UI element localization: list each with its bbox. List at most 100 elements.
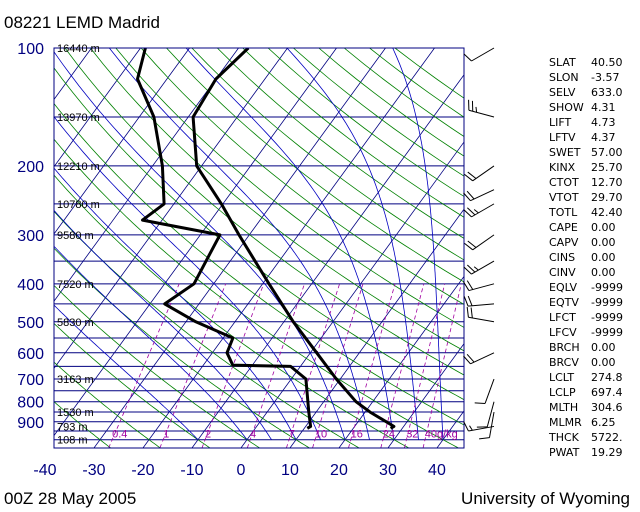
mixing-ratio-label: 2 [205, 429, 211, 441]
height-label: 3163 m [57, 374, 94, 386]
index-row: SELV 633.0 [549, 85, 639, 100]
temperature-tick-label: 40 [428, 462, 446, 479]
dry-adiabat-line [242, 48, 464, 218]
dry-adiabat-line [54, 401, 111, 448]
dry-adiabat-line [54, 247, 310, 448]
index-value: 274.8 [591, 371, 623, 384]
index-value: 57.00 [591, 146, 623, 159]
index-key: PWAT [549, 446, 580, 459]
index-value: 12.70 [591, 176, 623, 189]
wind-barb [474, 378, 495, 404]
chart-title: 08221 LEMD Madrid [4, 13, 160, 32]
temperature-tick-label: -10 [180, 462, 203, 479]
wind-barb [463, 352, 495, 365]
isotherm-line [54, 48, 190, 235]
isotherm-line [142, 48, 435, 448]
wind-barb-staff [468, 109, 495, 118]
dry-adiabat-line [54, 284, 260, 448]
wind-barb-flag [463, 209, 472, 218]
mixing-ratio-label: 1 [163, 429, 169, 441]
index-value: 25.70 [591, 161, 623, 174]
isotherm-line [387, 342, 464, 448]
mixing-ratio-label: 32 [406, 429, 418, 441]
moist-adiabat-line [54, 245, 248, 440]
dry-adiabat-line [54, 138, 459, 448]
wind-barb-staff [470, 189, 495, 202]
sounding-profiles [136, 48, 396, 430]
wind-barb [468, 99, 495, 118]
mixing-ratio-label: 7 [289, 429, 295, 441]
isotherm-line [54, 48, 239, 302]
wind-barb-flag [463, 53, 472, 62]
index-row: BRCV 0.00 [549, 355, 639, 370]
index-key: VTOT [549, 191, 579, 204]
index-value: 0.00 [591, 236, 616, 249]
mixing-ratio-line [312, 283, 364, 448]
wind-barb-staff [470, 352, 495, 365]
wind-barb [464, 165, 495, 182]
dry-adiabat-line [90, 48, 464, 352]
wind-barb [463, 295, 495, 307]
wind-barb-flag [462, 281, 470, 291]
moist-adiabat-line [54, 51, 346, 440]
temperature-tick-label: -20 [131, 462, 154, 479]
index-key: CINS [549, 251, 576, 264]
index-row: LIFT 4.73 [549, 115, 639, 130]
mixing-ratio-label: 10 [315, 429, 327, 441]
wind-barb-flag [466, 353, 475, 363]
index-value: 0.00 [591, 266, 616, 279]
height-label: 7520 m [57, 279, 94, 291]
index-value: 0.00 [591, 251, 616, 264]
index-key: SWET [549, 146, 581, 159]
index-row: CINV 0.00 [549, 265, 639, 280]
index-key: LCLT [549, 371, 575, 384]
isotherm-line [54, 48, 92, 101]
wind-barb-flag [479, 437, 490, 440]
index-key: KINX [549, 161, 576, 174]
index-value: 0.00 [591, 221, 616, 234]
index-key: LFTV [549, 131, 576, 144]
index-value: 19.29 [591, 446, 623, 459]
wind-barb [463, 203, 495, 218]
mixing-ratio-label: 0.4 [112, 429, 127, 441]
wind-barb-flag [467, 240, 477, 248]
temperature-tick-label: -30 [82, 462, 105, 479]
wind-barb [463, 260, 495, 275]
wind-barb [479, 411, 495, 440]
temperature-tick-label: -40 [33, 462, 56, 479]
index-key: MLTH [549, 401, 579, 414]
wind-barb-staff [471, 47, 495, 62]
index-row: VTOT 29.70 [549, 190, 639, 205]
index-key: CINV [549, 266, 576, 279]
height-label: 16440 m [57, 43, 100, 55]
index-row: CINS 0.00 [549, 250, 639, 265]
index-key: CTOT [549, 176, 579, 189]
mixing-ratio-label: 4 [250, 429, 256, 441]
index-value: -9999 [591, 296, 623, 309]
moist-adiabat-line [54, 304, 199, 440]
index-row: SWET 57.00 [549, 145, 639, 160]
index-key: THCK [549, 431, 579, 444]
height-label: 13970 m [57, 112, 100, 124]
mixing-ratio-line [348, 283, 396, 448]
wind-barb-flag [464, 242, 474, 251]
isotherm-line [54, 48, 337, 437]
dry-adiabat-line [54, 361, 161, 448]
mixing-ratio-line [422, 283, 462, 448]
index-key: CAPV [549, 236, 579, 249]
moist-adiabat-line [54, 209, 272, 440]
mixing-ratio-label: 40g/kg [425, 429, 458, 441]
chart-grid [54, 48, 464, 448]
wind-barb [462, 280, 495, 292]
wind-barb [463, 47, 495, 62]
index-row: SLAT 40.50 [549, 55, 639, 70]
wind-barb-staff [468, 316, 495, 323]
dry-adiabat-line [140, 48, 464, 305]
index-key: SLON [549, 71, 579, 84]
wind-barb-half-flag [473, 266, 479, 271]
moist-adiabat-line [286, 48, 419, 440]
index-value: 0.00 [591, 356, 616, 369]
wind-barb-staff [471, 260, 495, 275]
index-value: 0.00 [591, 341, 616, 354]
